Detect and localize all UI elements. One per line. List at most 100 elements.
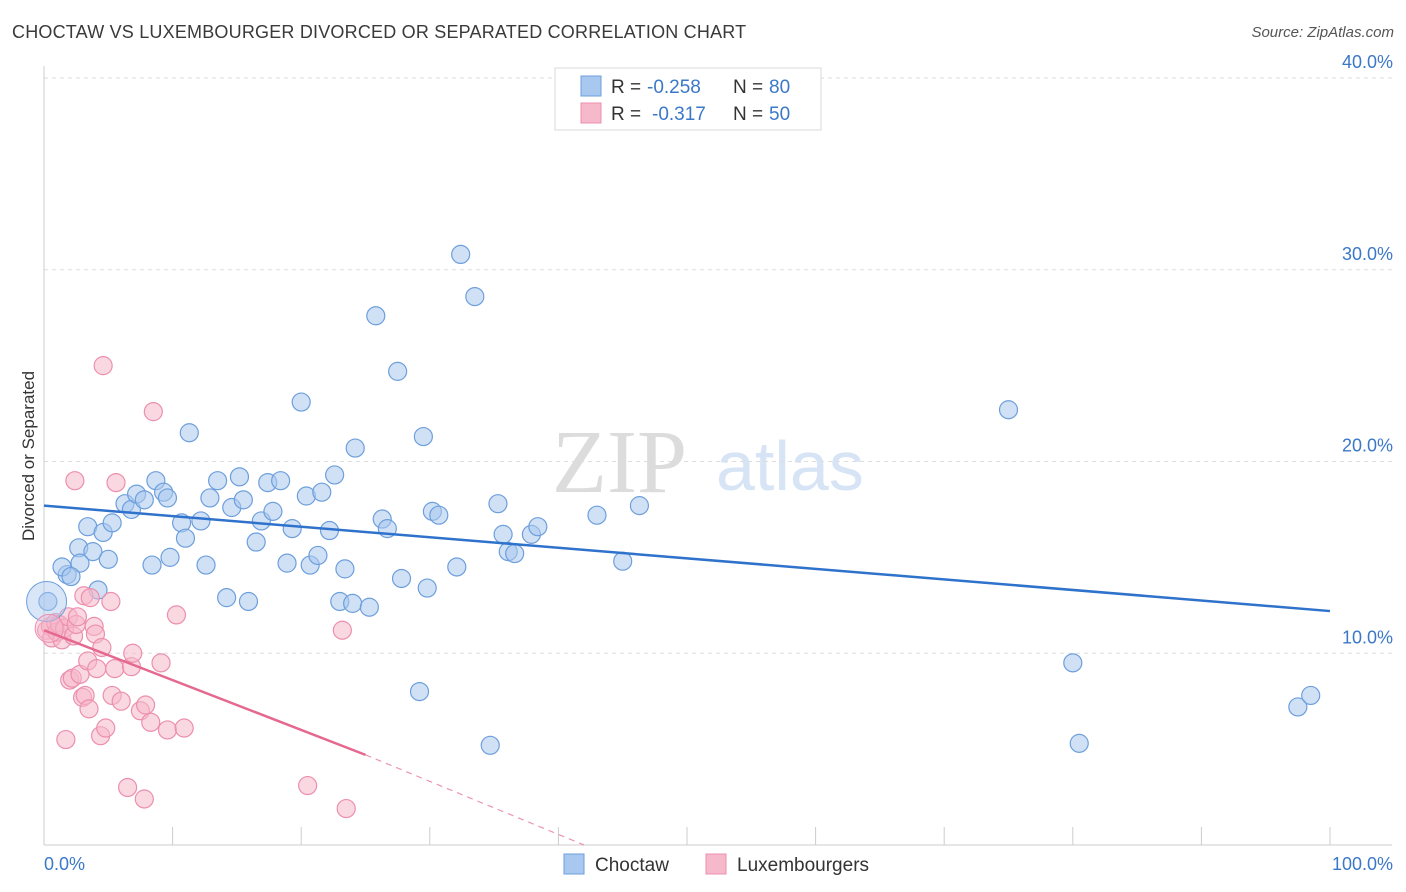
point-choctaw: [98, 549, 118, 569]
point-choctaw: [613, 551, 633, 571]
point-luxembourgers: [67, 607, 88, 627]
point-luxembourgers: [101, 591, 121, 612]
point-luxembourgers: [79, 699, 99, 719]
point-luxembourgers: [123, 643, 143, 663]
chart-title: CHOCTAW VS LUXEMBOURGER DIVORCED OR SEPA…: [12, 22, 747, 42]
y-tick-label: 20.0%: [1342, 436, 1393, 456]
point-luxembourgers: [56, 729, 76, 750]
trend-line-choctaw: [43, 504, 1331, 613]
watermark-atlas: atlas: [716, 427, 864, 505]
point-choctaw: [447, 557, 467, 577]
bottom-legend-label-luxembourgers: Luxembourgers: [737, 855, 869, 876]
point-choctaw: [175, 528, 196, 548]
point-choctaw: [61, 566, 81, 587]
point-luxembourgers: [87, 658, 107, 679]
point-luxembourgers: [141, 712, 161, 732]
point-choctaw: [157, 488, 178, 508]
legend-r-value-choctaw: -0.258: [647, 77, 701, 98]
point-choctaw: [1063, 653, 1083, 673]
bottom-legend: Choctaw Luxembourgers: [563, 853, 869, 876]
data-points: [26, 244, 1321, 819]
point-choctaw: [229, 467, 250, 487]
point-choctaw-large: [26, 580, 68, 622]
point-luxembourgers: [96, 718, 116, 738]
point-choctaw: [345, 438, 365, 458]
x-tick-label-max: 100.0%: [1332, 854, 1393, 874]
point-choctaw: [70, 553, 90, 573]
trend-lines: [43, 504, 1331, 846]
point-choctaw: [480, 735, 500, 755]
point-luxembourgers: [151, 653, 171, 673]
point-luxembourgers: [157, 720, 178, 740]
y-axis-label: Divorced or Separated: [19, 371, 38, 541]
point-luxembourgers: [111, 691, 131, 711]
legend-n-value-luxembourgers: 50: [769, 104, 790, 125]
point-choctaw: [998, 400, 1019, 420]
point-luxembourgers: [135, 695, 156, 715]
point-choctaw: [335, 559, 355, 579]
point-luxembourgers: [336, 798, 356, 819]
point-choctaw: [271, 471, 291, 491]
point-luxembourgers: [143, 402, 163, 422]
point-choctaw: [282, 519, 302, 539]
y-tick-label: 10.0%: [1342, 627, 1393, 647]
top-legend: R = -0.258 N = 80 R = -0.317 N = 50: [554, 67, 822, 131]
point-choctaw: [83, 542, 103, 562]
y-tick-label: 40.0%: [1342, 52, 1393, 72]
legend-r-label-choctaw: R =: [611, 77, 641, 98]
legend-n-label-luxembourgers: N =: [733, 104, 763, 125]
point-choctaw: [208, 471, 228, 491]
point-choctaw: [233, 490, 253, 510]
point-choctaw: [200, 488, 220, 508]
point-choctaw: [429, 505, 449, 525]
point-choctaw: [217, 588, 237, 608]
y-tick-label: 30.0%: [1342, 244, 1393, 264]
point-choctaw: [291, 392, 311, 412]
point-luxembourgers: [134, 789, 154, 809]
point-luxembourgers: [174, 718, 194, 738]
point-choctaw: [102, 513, 122, 533]
point-choctaw: [409, 681, 430, 702]
legend-swatch-choctaw: [580, 75, 602, 97]
point-luxembourgers: [106, 472, 126, 493]
legend-r-value-luxembourgers: -0.317: [652, 104, 706, 125]
bottom-legend-label-choctaw: Choctaw: [595, 855, 669, 876]
point-choctaw: [359, 597, 379, 617]
trend-line-luxembourgers: [43, 629, 366, 757]
legend-r-label-luxembourgers: R =: [611, 104, 641, 125]
watermark-zip: ZIP: [552, 413, 687, 512]
axes: [43, 66, 1392, 846]
point-choctaw: [312, 482, 332, 502]
point-choctaw: [238, 591, 259, 612]
point-choctaw: [391, 568, 412, 589]
point-choctaw: [38, 591, 58, 612]
legend-n-value-choctaw: 80: [769, 77, 790, 98]
point-choctaw: [413, 426, 433, 447]
point-choctaw: [1069, 733, 1089, 753]
bottom-legend-swatch-choctaw: [563, 853, 585, 875]
point-choctaw: [493, 524, 513, 544]
point-choctaw: [488, 494, 508, 514]
point-choctaw: [179, 423, 199, 443]
legend-n-label-choctaw: N =: [733, 77, 763, 98]
point-luxembourgers: [298, 775, 318, 796]
point-choctaw: [451, 244, 471, 265]
point-choctaw: [134, 490, 154, 510]
point-choctaw: [196, 555, 216, 575]
point-luxembourgers: [93, 356, 113, 376]
point-choctaw: [629, 496, 650, 516]
tick-labels: 10.0% 20.0% 30.0% 40.0% 0.0% 100.0%: [44, 52, 1393, 874]
point-choctaw: [308, 545, 328, 566]
point-luxembourgers: [80, 588, 100, 608]
point-choctaw: [1301, 685, 1321, 706]
point-choctaw: [528, 517, 548, 537]
point-choctaw: [191, 511, 211, 531]
gridlines: [44, 77, 1392, 654]
point-choctaw: [325, 465, 345, 485]
point-choctaw: [388, 361, 408, 381]
point-luxembourgers: [117, 777, 138, 798]
point-choctaw: [160, 547, 180, 567]
point-choctaw: [587, 505, 607, 525]
point-luxembourgers: [332, 620, 352, 640]
